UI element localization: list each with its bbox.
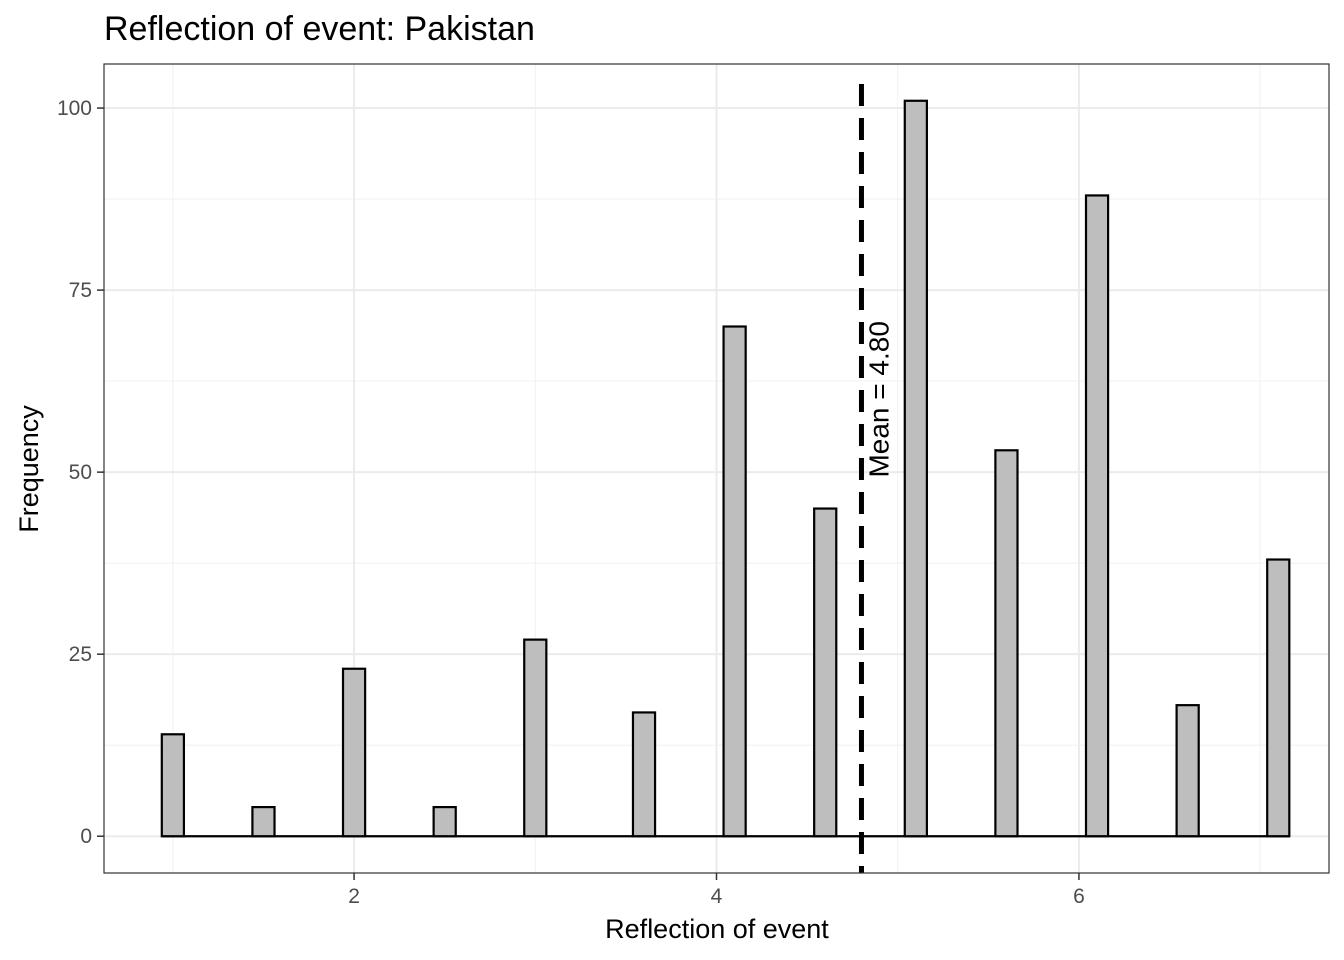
histogram-bar: [994, 449, 1019, 838]
histogram-bar: [432, 806, 457, 838]
y-tick-label: 50: [69, 461, 92, 484]
histogram-bar: [341, 667, 367, 838]
y-tick-label: 75: [69, 279, 92, 302]
histogram-bar: [1266, 558, 1291, 838]
x-axis-title: Reflection of event: [605, 914, 829, 944]
histogram-bar: [722, 325, 747, 838]
y-tick-label: 100: [57, 97, 92, 120]
y-tick-label: 0: [80, 825, 92, 848]
bars-group: [160, 99, 1291, 838]
y-axis-title: Frequency: [14, 405, 44, 533]
histogram-bar: [1084, 194, 1110, 838]
y-axis-ticks: 0 25 50 75 100: [57, 97, 104, 848]
histogram-bar: [523, 638, 548, 838]
histogram-bar: [251, 806, 276, 838]
x-axis-ticks: 2 4 6: [348, 873, 1085, 908]
mean-label: Mean = 4.80: [863, 321, 894, 477]
x-tick-label: 2: [348, 885, 360, 908]
mean-marker: Mean = 4.80: [858, 84, 894, 873]
x-tick-label: 6: [1073, 885, 1085, 908]
chart-title: Reflection of event: Pakistan: [104, 10, 535, 48]
x-tick-label: 4: [711, 885, 723, 908]
histogram-bar: [813, 507, 838, 838]
histogram-bar: [160, 733, 186, 838]
y-tick-label: 25: [69, 643, 92, 666]
histogram-bar: [903, 99, 928, 838]
histogram-bar: [1175, 704, 1200, 838]
histogram-bar: [631, 711, 657, 838]
